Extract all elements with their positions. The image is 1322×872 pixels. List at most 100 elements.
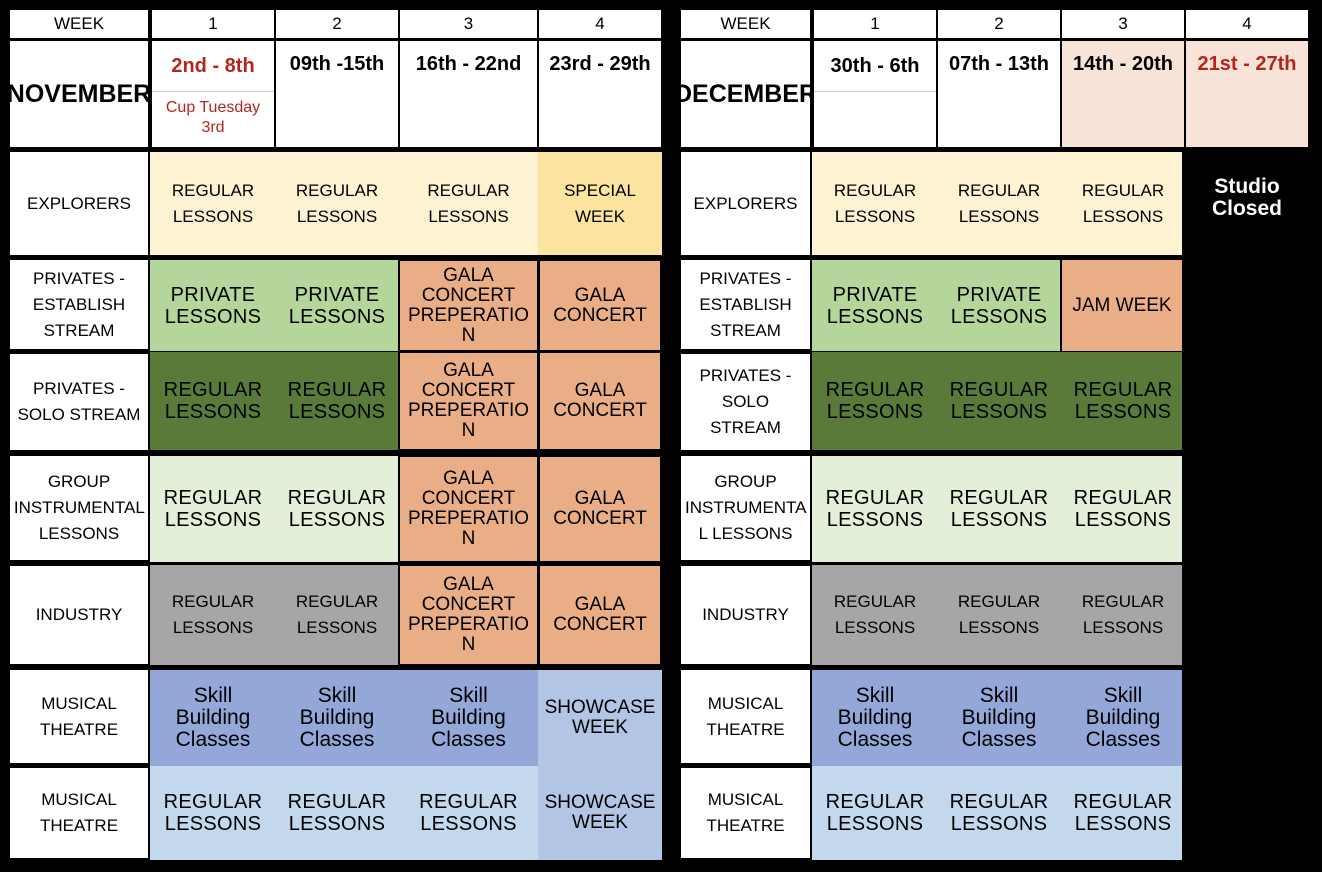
explorers-dec-bg [812, 152, 1182, 255]
week-dates: 30th - 6th [814, 41, 936, 92]
musical-theatre-nov-w3: Skill Building Classes [431, 684, 506, 751]
musical-theatre-dec-w2: Skill Building Classes [961, 684, 1037, 751]
musical-theatre-2-nov-w3: REGULAR LESSONS [419, 791, 518, 835]
dec-row-label-musical-theatre-2: MUSICAL THEATRE [681, 768, 810, 858]
dec-row-label-industry: INDUSTRY [681, 566, 810, 664]
musical-theatre-nov-w2: Skill Building Classes [299, 684, 375, 751]
group-nov-w2: REGULAR LESSONS [287, 487, 387, 531]
cup-tuesday-note: Cup Tuesday 3rd [165, 99, 261, 136]
week-label-dec: WEEK [681, 10, 810, 38]
industry-nov-w3: GALA CONCERT PREPERATIO N [399, 565, 538, 665]
month-december: DECEMBER [681, 41, 810, 147]
musical-theatre-nov-w1: Skill Building Classes [175, 684, 251, 751]
industry-nov-w4: GALA CONCERT [539, 565, 661, 665]
december-week-2-dates: 07th - 13th [938, 41, 1060, 147]
privates-establish-dec-w3: JAM WEEK [1062, 260, 1182, 351]
privates-solo-dec-bg [812, 352, 1182, 450]
group-dec-w2: REGULAR LESSONS [949, 487, 1049, 531]
industry-dec-w2: REGULAR LESSONS [957, 592, 1041, 637]
privates-establish-dec-w1: PRIVATE LESSONS [826, 283, 924, 328]
privates-establish-dec-w2: PRIVATE LESSONS [950, 283, 1048, 328]
musical-theatre-2-dec-bg [812, 766, 1182, 860]
dec-row-label-explorers: EXPLORERS [681, 152, 810, 255]
privates-establish-nov-bg [150, 260, 398, 351]
explorers-nov-w3: REGULAR LESSONS [427, 180, 510, 226]
explorers-nov-w2: REGULAR LESSONS [295, 180, 379, 226]
row-label-industry: INDUSTRY [10, 566, 148, 664]
explorers-dec-w3: REGULAR LESSONS [1081, 180, 1165, 226]
november-week-3-dates: 16th - 22nd [400, 41, 537, 147]
dec-row-label-group-instrumental: GROUP INSTRUMENTA L LESSONS [681, 456, 810, 560]
musical-theatre-2-nov-w2: REGULAR LESSONS [287, 791, 387, 835]
december-week-1-dates: 30th - 6th [814, 41, 936, 147]
industry-dec-w1: REGULAR LESSONS [833, 592, 917, 637]
row-label-explorers: EXPLORERS [10, 152, 148, 255]
industry-dec-w3: REGULAR LESSONS [1081, 592, 1165, 637]
week-dates: 2nd - 8th [152, 41, 274, 92]
dec-row-label-musical-theatre-1: MUSICAL THEATRE [681, 670, 810, 763]
november-week-4-dates: 23rd - 29th [539, 41, 661, 147]
privates-establish-nov-w3: GALA CONCERT PREPERATIO N [399, 260, 538, 351]
dec-week-number-4: 4 [1186, 10, 1308, 38]
row-label-privates-establish: PRIVATES - ESTABLISH STREAM [10, 260, 148, 349]
dec-row-label-privates-solo: PRIVATES - SOLO STREAM [681, 354, 810, 450]
week-number-4: 4 [539, 10, 661, 38]
industry-dec-bg [812, 565, 1182, 665]
musical-theatre-2-nov-w4: SHOWCASE WEEK [538, 766, 662, 860]
november-week-1-dates: 2nd - 8th Cup Tuesday 3rd [152, 41, 274, 147]
privates-solo-nov-w4: GALA CONCERT [539, 352, 661, 450]
group-nov-w3: GALA CONCERT PREPERATIO N [399, 456, 538, 562]
week-number-2: 2 [276, 10, 398, 38]
group-nov-bg [150, 456, 398, 562]
group-dec-w3: REGULAR LESSONS [1073, 487, 1173, 531]
musical-theatre-2-nov-w1: REGULAR LESSONS [163, 791, 263, 835]
industry-nov-w2: REGULAR LESSONS [295, 592, 379, 637]
explorers-bg [150, 152, 538, 255]
week-label: WEEK [10, 10, 148, 38]
november-week-2-dates: 09th -15th [276, 41, 398, 147]
week-number-1: 1 [152, 10, 274, 38]
industry-nov-bg [150, 565, 398, 665]
row-label-musical-theatre-2: MUSICAL THEATRE [10, 768, 148, 858]
dec-week-number-1: 1 [814, 10, 936, 38]
group-dec-w1: REGULAR LESSONS [825, 487, 925, 531]
musical-theatre-dec-w1: Skill Building Classes [837, 684, 913, 751]
privates-solo-nov-w3: GALA CONCERT PREPERATIO N [399, 352, 538, 450]
explorers-dec-w2: REGULAR LESSONS [957, 180, 1041, 226]
dec-row-label-privates-establish: PRIVATES - ESTABLISH STREAM [681, 260, 810, 349]
privates-solo-nov-bg [150, 352, 398, 450]
row-label-group-instrumental: GROUP INSTRUMENTAL LESSONS [10, 456, 148, 560]
group-dec-bg [812, 456, 1182, 562]
musical-theatre-2-dec-w3: REGULAR LESSONS [1073, 791, 1173, 835]
privates-establish-nov-w4: GALA CONCERT [539, 260, 661, 351]
december-week-3-dates: 14th - 20th [1062, 41, 1184, 147]
musical-theatre-nov-bg [150, 670, 538, 766]
explorers-nov-w4: SPECIAL WEEK [538, 152, 662, 255]
studio-closed-label: Studio Closed [1211, 176, 1282, 220]
explorers-dec-w1: REGULAR LESSONS [833, 180, 917, 226]
row-label-privates-solo: PRIVATES - SOLO STREAM [10, 354, 148, 450]
musical-theatre-2-nov-bg [150, 766, 538, 860]
dec-week-number-3: 3 [1062, 10, 1184, 38]
industry-nov-w1: REGULAR LESSONS [171, 592, 255, 637]
privates-establish-dec-bg [812, 260, 1060, 351]
group-nov-w1: REGULAR LESSONS [163, 487, 263, 531]
group-nov-w4: GALA CONCERT [539, 456, 661, 562]
dec-week-number-2: 2 [938, 10, 1060, 38]
explorers-nov-w1: REGULAR LESSONS [171, 180, 255, 226]
month-november: NOVEMBER [10, 41, 148, 147]
musical-theatre-nov-w4: SHOWCASE WEEK [538, 670, 662, 766]
musical-theatre-dec-w3: Skill Building Classes [1085, 684, 1161, 751]
musical-theatre-dec-bg [812, 670, 1182, 766]
privates-solo-dec-w1: REGULAR LESSONS [825, 379, 925, 423]
row-label-musical-theatre-1: MUSICAL THEATRE [10, 670, 148, 763]
privates-establish-nov-w1: PRIVATE LESSONS [164, 283, 262, 328]
privates-solo-nov-w1: REGULAR LESSONS [163, 379, 263, 423]
privates-solo-dec-w2: REGULAR LESSONS [949, 379, 1049, 423]
december-week-4-dates: 21st - 27th [1186, 41, 1308, 147]
musical-theatre-2-dec-w1: REGULAR LESSONS [825, 791, 925, 835]
privates-solo-nov-w2: REGULAR LESSONS [287, 379, 387, 423]
musical-theatre-2-dec-w2: REGULAR LESSONS [949, 791, 1049, 835]
week-number-3: 3 [400, 10, 537, 38]
privates-solo-dec-w3: REGULAR LESSONS [1073, 379, 1173, 423]
